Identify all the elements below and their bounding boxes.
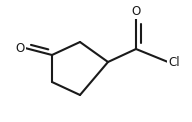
Text: O: O	[16, 41, 25, 55]
Text: Cl: Cl	[168, 56, 180, 68]
Text: O: O	[131, 5, 141, 18]
